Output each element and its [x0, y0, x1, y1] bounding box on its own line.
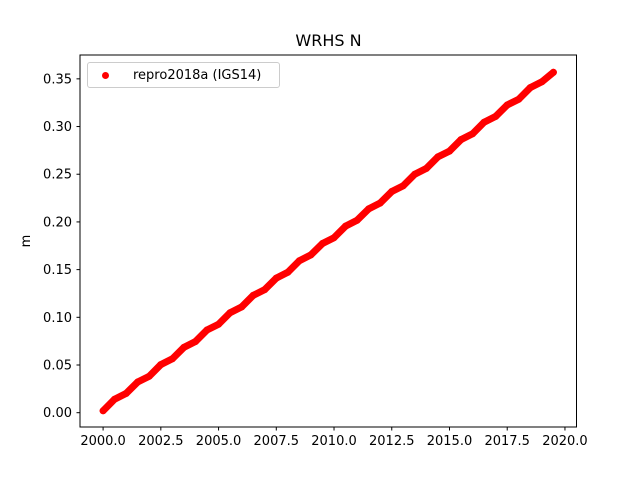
data-point	[526, 84, 534, 92]
y-tick-label: 0.25	[43, 168, 72, 183]
data-point	[261, 286, 269, 294]
data-point	[249, 291, 257, 299]
legend: repro2018a (IGS14)	[87, 62, 281, 88]
data-point	[503, 101, 511, 109]
data-point	[411, 170, 419, 178]
legend-label: repro2018a (IGS14)	[133, 67, 262, 83]
y-tick-label: 0.30	[43, 120, 72, 135]
y-tick-label: 0.05	[43, 359, 72, 374]
data-point	[538, 78, 546, 86]
data-point	[284, 268, 292, 276]
data-point	[388, 188, 396, 195]
legend-marker-dot	[102, 71, 109, 79]
x-tick-label: 2005.0	[196, 434, 242, 449]
data-point	[330, 234, 338, 242]
data-point	[376, 199, 384, 207]
x-tick-label: 2000.0	[80, 434, 126, 449]
chart-title: WRHS N	[295, 31, 362, 50]
data-point	[272, 274, 280, 282]
y-tick-label: 0.20	[43, 215, 72, 230]
data-point	[515, 95, 523, 103]
data-point	[180, 343, 188, 351]
data-point	[342, 222, 350, 230]
y-tick-label: 0.35	[43, 72, 72, 87]
data-point	[446, 147, 453, 155]
data-point	[238, 303, 246, 311]
data-point	[434, 153, 442, 161]
data-point	[319, 240, 326, 247]
data-point	[111, 395, 119, 403]
data-point	[353, 216, 361, 224]
data-point	[480, 118, 488, 126]
y-tick-label: 0.00	[43, 406, 72, 421]
data-point	[192, 338, 199, 345]
data-point	[399, 182, 407, 190]
data-point	[122, 389, 130, 397]
x-tick-label: 2002.5	[138, 434, 184, 449]
x-tick-label: 2020.0	[542, 434, 588, 449]
x-tick-label: 2007.5	[254, 434, 300, 449]
y-tick-label: 0.15	[43, 263, 72, 278]
data-point	[168, 355, 176, 363]
data-point	[492, 112, 500, 120]
y-axis-label: m	[19, 234, 34, 248]
y-tick-label: 0.10	[43, 311, 72, 326]
data-point	[295, 257, 303, 265]
x-tick-label: 2010.0	[311, 434, 357, 449]
x-tick-label: 2012.5	[369, 434, 415, 449]
data-point	[145, 372, 153, 380]
data-point	[226, 309, 234, 317]
data-point	[215, 320, 223, 328]
data-point	[549, 68, 557, 76]
data-series-line	[99, 68, 557, 415]
data-point	[99, 407, 107, 415]
data-point	[157, 361, 165, 369]
data-point	[365, 205, 373, 213]
data-point	[203, 326, 211, 334]
data-point	[134, 378, 142, 386]
data-point	[422, 164, 430, 172]
data-point	[469, 130, 477, 138]
x-tick-label: 2017.5	[484, 434, 530, 449]
data-point	[457, 136, 465, 144]
data-point	[307, 251, 315, 259]
x-tick-label: 2015.0	[427, 434, 473, 449]
